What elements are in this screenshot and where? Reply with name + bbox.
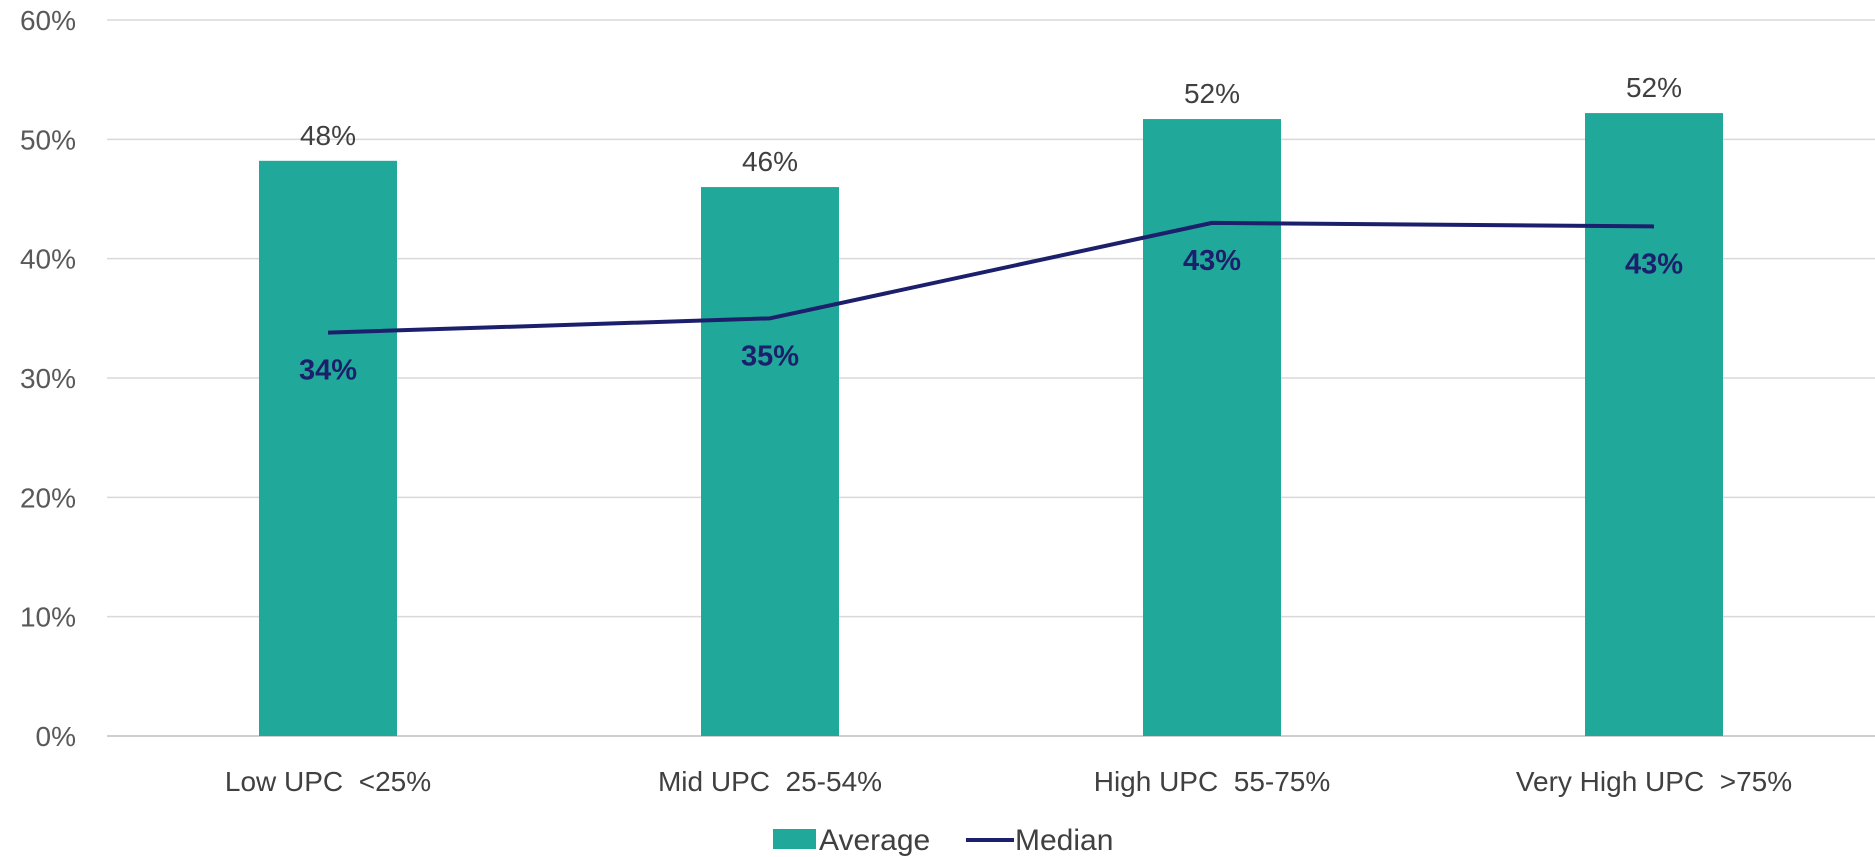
median-line-group: 34% 35% 43% 43% (299, 220, 1683, 387)
x-category-label: Mid UPC 25-54% (658, 766, 882, 797)
x-category-label: High UPC 55-75% (1094, 766, 1331, 797)
bar-data-label: 48% (300, 120, 356, 151)
legend-label-average: Average (819, 824, 930, 857)
gridlines (107, 19, 1875, 737)
y-tick-label: 0% (36, 721, 76, 752)
y-tick-label: 20% (20, 482, 76, 513)
bar-average (1143, 119, 1281, 736)
bar-average (701, 187, 839, 737)
legend: Average Median (773, 824, 1113, 857)
y-tick-label: 60% (20, 5, 76, 36)
bars: 48% 46% 52% 52% (259, 72, 1723, 737)
x-category-label: Very High UPC >75% (1516, 766, 1792, 797)
y-tick-label: 40% (20, 244, 76, 275)
median-data-label: 43% (1625, 248, 1683, 280)
bar-data-label: 52% (1184, 78, 1240, 109)
bar-data-label: 52% (1626, 72, 1682, 103)
median-line (327, 220, 1655, 335)
y-tick-label: 50% (20, 124, 76, 155)
bar-average (1585, 113, 1723, 736)
median-data-label: 34% (299, 355, 357, 387)
median-data-label: 43% (1183, 245, 1241, 277)
legend-swatch-average (773, 829, 816, 849)
x-axis: Low UPC <25% Mid UPC 25-54% High UPC 55-75… (225, 766, 1792, 797)
bar-data-label: 46% (742, 146, 798, 177)
x-category-label: Low UPC <25% (225, 766, 431, 797)
bar-average (259, 160, 397, 736)
y-axis: 0% 10% 20% 30% 40% 50% 60% (20, 5, 76, 752)
median-data-label: 35% (741, 340, 799, 372)
y-tick-label: 30% (20, 363, 76, 394)
legend-label-median: Median (1015, 824, 1113, 857)
y-tick-label: 10% (20, 602, 76, 633)
